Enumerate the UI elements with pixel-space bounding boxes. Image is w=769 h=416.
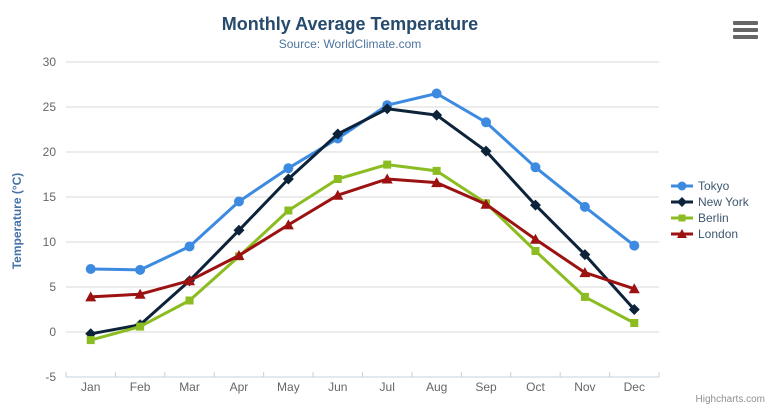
y-axis-tick-label: 15 [42, 190, 56, 204]
data-point-berlin [284, 206, 293, 215]
data-point-london [282, 219, 294, 230]
x-axis-tick-label: Apr [229, 380, 249, 394]
data-point-tokyo [233, 196, 244, 207]
legend-marker-square-icon [671, 214, 693, 221]
data-point-tokyo [85, 264, 96, 274]
x-axis-tick-label: Feb [129, 380, 151, 394]
data-point-tokyo [184, 241, 195, 252]
legend-label: Tokyo [698, 178, 730, 193]
y-axis-tick-label: -5 [45, 370, 56, 384]
data-point-new-york [529, 199, 541, 211]
data-point-new-york [332, 128, 344, 140]
y-axis-tick-label: 20 [42, 145, 56, 159]
data-point-london [233, 250, 245, 260]
data-point-tokyo [135, 264, 146, 275]
data-point-tokyo [530, 162, 541, 173]
data-point-london [579, 267, 591, 278]
data-point-berlin [136, 322, 145, 331]
x-axis-tick-label: Jun [328, 380, 348, 394]
x-axis-tick-label: Nov [574, 380, 596, 394]
x-axis-tick-label: Dec [623, 380, 645, 394]
legend-marker-circle-icon [671, 181, 693, 190]
hamburger-bar [733, 21, 758, 25]
data-point-berlin [185, 296, 194, 305]
legend-item-berlin[interactable]: Berlin [671, 210, 749, 225]
y-axis-tick-label: 5 [49, 280, 56, 294]
x-axis-tick-label: Aug [425, 380, 448, 394]
data-point-london [529, 233, 541, 244]
data-point-london [431, 177, 443, 188]
x-axis-tick-label: Sep [475, 380, 497, 394]
data-point-tokyo [481, 117, 492, 128]
hamburger-bar [733, 35, 758, 39]
hamburger-menu-icon[interactable] [733, 20, 758, 40]
x-axis-tick-label: May [277, 380, 300, 394]
chart-title: Monthly Average Temperature [221, 14, 479, 34]
legend-item-new-york[interactable]: New York [671, 194, 749, 209]
series-line-new-york [89, 107, 636, 336]
data-point-new-york [579, 249, 591, 261]
legend-label: London [698, 226, 739, 241]
y-axis-title: Temperature (°C) [10, 172, 24, 270]
data-point-tokyo [431, 88, 442, 99]
x-axis-tick-label: Jan [81, 380, 101, 394]
y-axis-tick-label: 30 [42, 55, 56, 69]
data-point-tokyo [629, 240, 640, 251]
data-point-london [332, 189, 344, 200]
x-axis-tick-label: Mar [179, 380, 200, 394]
data-point-tokyo [579, 201, 590, 212]
data-point-new-york [628, 304, 640, 315]
data-point-berlin [383, 160, 392, 169]
data-point-london [480, 198, 492, 209]
legend-marker-triangle-icon [671, 228, 693, 238]
data-point-berlin [86, 336, 95, 345]
x-axis-tick-label: Oct [526, 380, 545, 394]
data-point-london [381, 173, 393, 184]
data-point-berlin [580, 292, 589, 301]
legend-item-tokyo[interactable]: Tokyo [671, 178, 749, 193]
data-point-new-york [431, 109, 443, 121]
chart-subtitle: Source: WorldClimate.com [278, 37, 422, 51]
data-point-new-york [480, 145, 492, 157]
legend-item-london[interactable]: London [671, 226, 749, 241]
y-axis-tick-label: 10 [42, 235, 56, 249]
data-point-berlin [333, 175, 342, 183]
data-point-new-york [282, 173, 294, 185]
legend: Tokyo New York Berlin London [671, 178, 749, 241]
legend-label: New York [698, 194, 749, 209]
y-axis-tick-label: 25 [42, 100, 56, 114]
data-point-tokyo [283, 163, 294, 174]
y-axis-tick-label: 0 [49, 325, 56, 339]
data-point-london [628, 283, 640, 294]
hamburger-bar [733, 28, 758, 32]
data-point-new-york [381, 103, 393, 115]
credits-link[interactable]: Highcharts.com [695, 394, 765, 405]
data-point-new-york [233, 224, 245, 236]
data-point-berlin [432, 166, 441, 175]
series-line-berlin [89, 163, 636, 342]
x-axis-tick-label: Jul [379, 380, 395, 394]
data-point-london [134, 288, 146, 299]
data-point-berlin [630, 319, 639, 327]
series-line-london [89, 177, 636, 299]
data-point-berlin [531, 247, 540, 255]
legend-marker-diamond-icon [671, 196, 693, 207]
legend-label: Berlin [698, 210, 729, 225]
data-point-london [184, 275, 196, 286]
data-point-london [85, 291, 97, 302]
